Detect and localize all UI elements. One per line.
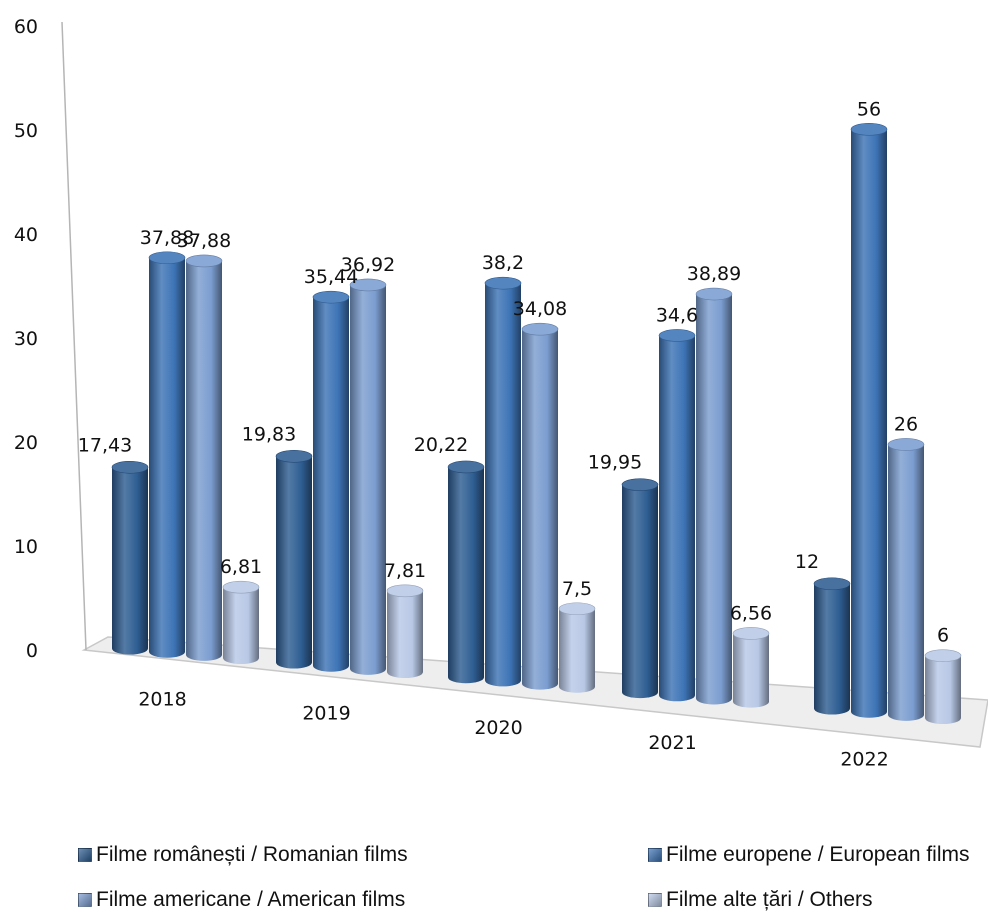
bar — [695, 287, 733, 705]
bar-body — [276, 456, 312, 669]
data-label: 34,08 — [513, 298, 567, 320]
y-axis-line — [61, 21, 87, 651]
y-tick-label: 30 — [14, 328, 38, 350]
bar-body — [448, 466, 484, 684]
bar-top — [558, 602, 596, 616]
bar-body — [313, 297, 349, 672]
data-label: 6,81 — [220, 556, 262, 578]
bar-top — [275, 450, 313, 463]
bar-body — [387, 590, 423, 679]
bar-top — [484, 276, 522, 290]
x-axis: 2018 2019 2020 2021 2022 — [138, 688, 888, 770]
data-label: 17,43 — [78, 434, 132, 456]
bar-body — [851, 129, 887, 718]
y-tick-label: 20 — [14, 432, 38, 454]
data-label: 7,5 — [562, 578, 592, 600]
bar-top — [185, 254, 223, 268]
data-label: 7,81 — [384, 560, 426, 582]
bar — [447, 460, 485, 684]
x-tick-label: 2020 — [474, 717, 522, 739]
bar — [558, 602, 596, 693]
bar-body — [186, 260, 222, 661]
y-tick-label: 40 — [14, 224, 38, 246]
data-label: 38,2 — [482, 252, 524, 274]
data-label: 19,83 — [242, 423, 296, 445]
bar-body — [696, 294, 732, 705]
bar-top — [813, 577, 851, 591]
bar-top — [887, 438, 925, 451]
bar — [222, 580, 260, 665]
y-tick-label: 0 — [26, 640, 38, 662]
bar-body — [522, 329, 558, 690]
bar-body — [925, 655, 961, 725]
data-label: 38,89 — [687, 263, 741, 285]
bar — [349, 278, 387, 675]
bar-top — [222, 580, 260, 594]
bar — [621, 478, 659, 699]
data-label: 34,6 — [656, 304, 698, 326]
bar — [658, 329, 696, 702]
bar-body — [559, 608, 595, 693]
bar — [386, 584, 424, 679]
data-label: 37,88 — [140, 227, 194, 249]
bar — [148, 251, 186, 658]
bar-top — [695, 287, 733, 301]
bar — [813, 577, 851, 715]
bar-body — [814, 583, 850, 715]
data-label: 26 — [894, 413, 918, 435]
bar-top — [386, 584, 424, 598]
bar-top — [111, 460, 149, 474]
data-label: 20,22 — [414, 434, 468, 456]
bar — [521, 322, 559, 690]
data-label: 37,88 — [177, 230, 231, 252]
x-tick-label: 2019 — [302, 702, 350, 724]
data-label: 12 — [795, 551, 819, 573]
bar-top — [732, 627, 770, 640]
bar-body — [223, 587, 259, 665]
bar-top — [658, 329, 696, 342]
data-label: 6,56 — [730, 602, 772, 624]
bar-top — [349, 278, 387, 292]
bar-body — [149, 257, 185, 658]
bar-top — [924, 649, 962, 662]
bar — [275, 450, 313, 669]
bar-body — [659, 335, 695, 702]
bar — [185, 254, 223, 661]
bar — [111, 460, 149, 655]
bar — [887, 438, 925, 721]
data-label: 19,95 — [588, 452, 642, 474]
bar — [484, 276, 522, 687]
x-tick-label: 2022 — [840, 748, 888, 770]
bar — [924, 649, 962, 725]
bar-top — [521, 322, 559, 336]
y-tick-label: 10 — [14, 536, 38, 558]
bar-body — [622, 484, 658, 699]
bar — [850, 123, 888, 718]
bar-top — [621, 478, 659, 491]
x-tick-label: 2021 — [648, 732, 696, 754]
data-label: 36,92 — [341, 254, 395, 276]
y-tick-label: 50 — [14, 120, 38, 142]
bar-body — [112, 467, 148, 655]
y-tick-label: 60 — [14, 16, 38, 38]
bar-top — [148, 251, 186, 265]
x-tick-label: 2018 — [138, 688, 186, 710]
data-label: 56 — [857, 98, 881, 120]
y-axis: 0 10 20 30 40 50 60 — [14, 16, 87, 662]
bar-body — [733, 633, 769, 708]
bar-top — [850, 123, 888, 136]
bar-top — [312, 290, 350, 304]
bars — [111, 123, 962, 725]
bar — [312, 290, 350, 672]
data-label: 6 — [937, 625, 949, 647]
data-label: 35,44 — [304, 266, 358, 288]
bar-top — [447, 460, 485, 474]
bar-body — [350, 284, 386, 675]
bar-body — [888, 444, 924, 721]
bar — [732, 627, 770, 708]
bar-body — [485, 283, 521, 687]
